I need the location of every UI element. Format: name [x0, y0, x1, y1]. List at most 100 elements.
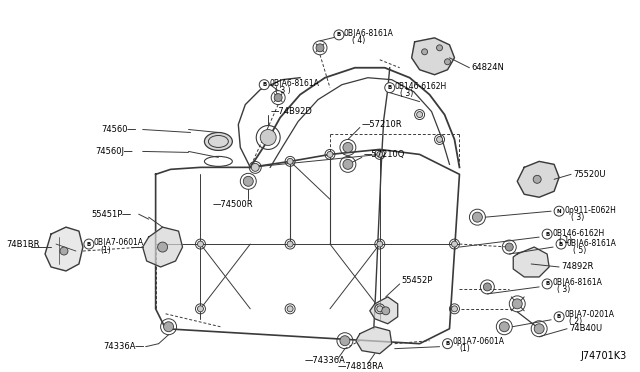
Circle shape [243, 176, 253, 186]
Circle shape [483, 283, 492, 291]
Circle shape [417, 112, 422, 118]
Text: —57210R: —57210R [362, 120, 403, 129]
Circle shape [327, 151, 333, 157]
Circle shape [260, 129, 276, 145]
Circle shape [259, 80, 269, 90]
Circle shape [385, 83, 395, 93]
Text: 74336A―: 74336A― [103, 342, 144, 351]
Text: —57210Q: —57210Q [364, 150, 405, 159]
Text: 0B|A6-8161A: 0B|A6-8161A [344, 29, 394, 38]
Text: ( 4): ( 4) [352, 36, 365, 45]
Text: 0B|A6-8161A: 0B|A6-8161A [552, 278, 602, 288]
Text: 0B|A6-8161A: 0B|A6-8161A [566, 238, 616, 248]
Circle shape [451, 306, 458, 312]
Polygon shape [412, 38, 454, 75]
Circle shape [445, 59, 451, 65]
Circle shape [334, 30, 344, 40]
Text: B: B [545, 281, 549, 286]
Polygon shape [517, 161, 559, 197]
Circle shape [198, 306, 204, 312]
Text: ( 3): ( 3) [571, 213, 584, 222]
Text: 75520U: 75520U [573, 170, 605, 179]
Text: 0β1A7-0601A: 0β1A7-0601A [452, 337, 504, 346]
Circle shape [442, 339, 452, 349]
Text: N: N [557, 209, 561, 214]
Circle shape [198, 241, 204, 247]
Circle shape [534, 324, 544, 334]
Circle shape [554, 206, 564, 216]
Circle shape [533, 175, 541, 183]
Text: 55451P―: 55451P― [91, 210, 131, 219]
Text: ( 1): ( 1) [559, 235, 572, 244]
Text: 64824N: 64824N [472, 63, 504, 72]
Text: B: B [445, 341, 450, 346]
Circle shape [340, 336, 350, 346]
Text: 74B1BR: 74B1BR [6, 240, 40, 248]
Circle shape [506, 243, 513, 251]
Polygon shape [356, 327, 392, 354]
Circle shape [287, 306, 293, 312]
Text: ( 5): ( 5) [573, 246, 586, 254]
Text: 0B|A7-0201A: 0B|A7-0201A [564, 310, 614, 319]
Text: 0ρ911-E062H: 0ρ911-E062H [564, 206, 616, 215]
Text: (1): (1) [460, 344, 470, 353]
Circle shape [377, 151, 383, 157]
Text: 0B146-6162H: 0B146-6162H [395, 82, 447, 91]
Text: ( 2): ( 2) [569, 317, 582, 326]
Circle shape [84, 239, 94, 249]
Text: B: B [388, 85, 392, 90]
Circle shape [512, 299, 522, 309]
Text: 55452P: 55452P [402, 276, 433, 285]
Circle shape [377, 306, 383, 312]
Text: ( 3 ): ( 3 ) [275, 86, 291, 95]
Circle shape [542, 279, 552, 289]
Circle shape [287, 241, 293, 247]
Circle shape [377, 241, 383, 247]
Circle shape [287, 158, 293, 164]
Circle shape [436, 45, 442, 51]
Circle shape [164, 322, 173, 332]
Circle shape [316, 44, 324, 52]
Text: J74701K3: J74701K3 [580, 351, 627, 360]
Circle shape [554, 312, 564, 322]
Text: 74B40U: 74B40U [569, 324, 602, 333]
Circle shape [436, 137, 442, 142]
Circle shape [343, 142, 353, 153]
Text: 0B|A6-8161A: 0B|A6-8161A [269, 79, 319, 88]
Circle shape [499, 322, 509, 332]
Polygon shape [513, 247, 549, 277]
Text: 74892R: 74892R [561, 263, 593, 272]
Circle shape [451, 241, 458, 247]
Circle shape [343, 159, 353, 169]
Circle shape [157, 242, 168, 252]
Polygon shape [45, 227, 83, 271]
Circle shape [252, 163, 259, 171]
Polygon shape [143, 227, 182, 267]
Text: B: B [545, 232, 549, 237]
Text: 0B146-6162H: 0B146-6162H [552, 229, 604, 238]
Text: (1): (1) [101, 246, 111, 254]
Text: ( 3): ( 3) [400, 89, 413, 98]
Text: B: B [337, 32, 341, 37]
Text: —74336A: —74336A [305, 356, 346, 365]
Text: 74560―: 74560― [101, 125, 136, 134]
Text: 74560J―: 74560J― [95, 147, 132, 156]
Circle shape [60, 247, 68, 255]
Circle shape [472, 212, 483, 222]
Circle shape [382, 307, 390, 315]
Text: —74818RA: —74818RA [338, 362, 384, 371]
Text: ( 3): ( 3) [557, 285, 570, 294]
Text: B: B [262, 82, 266, 87]
Ellipse shape [204, 132, 232, 150]
Text: —74B92D: —74B92D [270, 107, 312, 116]
Text: B: B [559, 241, 563, 247]
Text: B: B [557, 314, 561, 319]
Text: 0B|A7-0601A: 0B|A7-0601A [94, 238, 144, 247]
Circle shape [542, 229, 552, 239]
Circle shape [274, 94, 282, 102]
Circle shape [556, 239, 566, 249]
Polygon shape [370, 297, 397, 324]
Text: B: B [87, 241, 91, 247]
Circle shape [422, 49, 428, 55]
Text: —74500R: —74500R [212, 200, 253, 209]
